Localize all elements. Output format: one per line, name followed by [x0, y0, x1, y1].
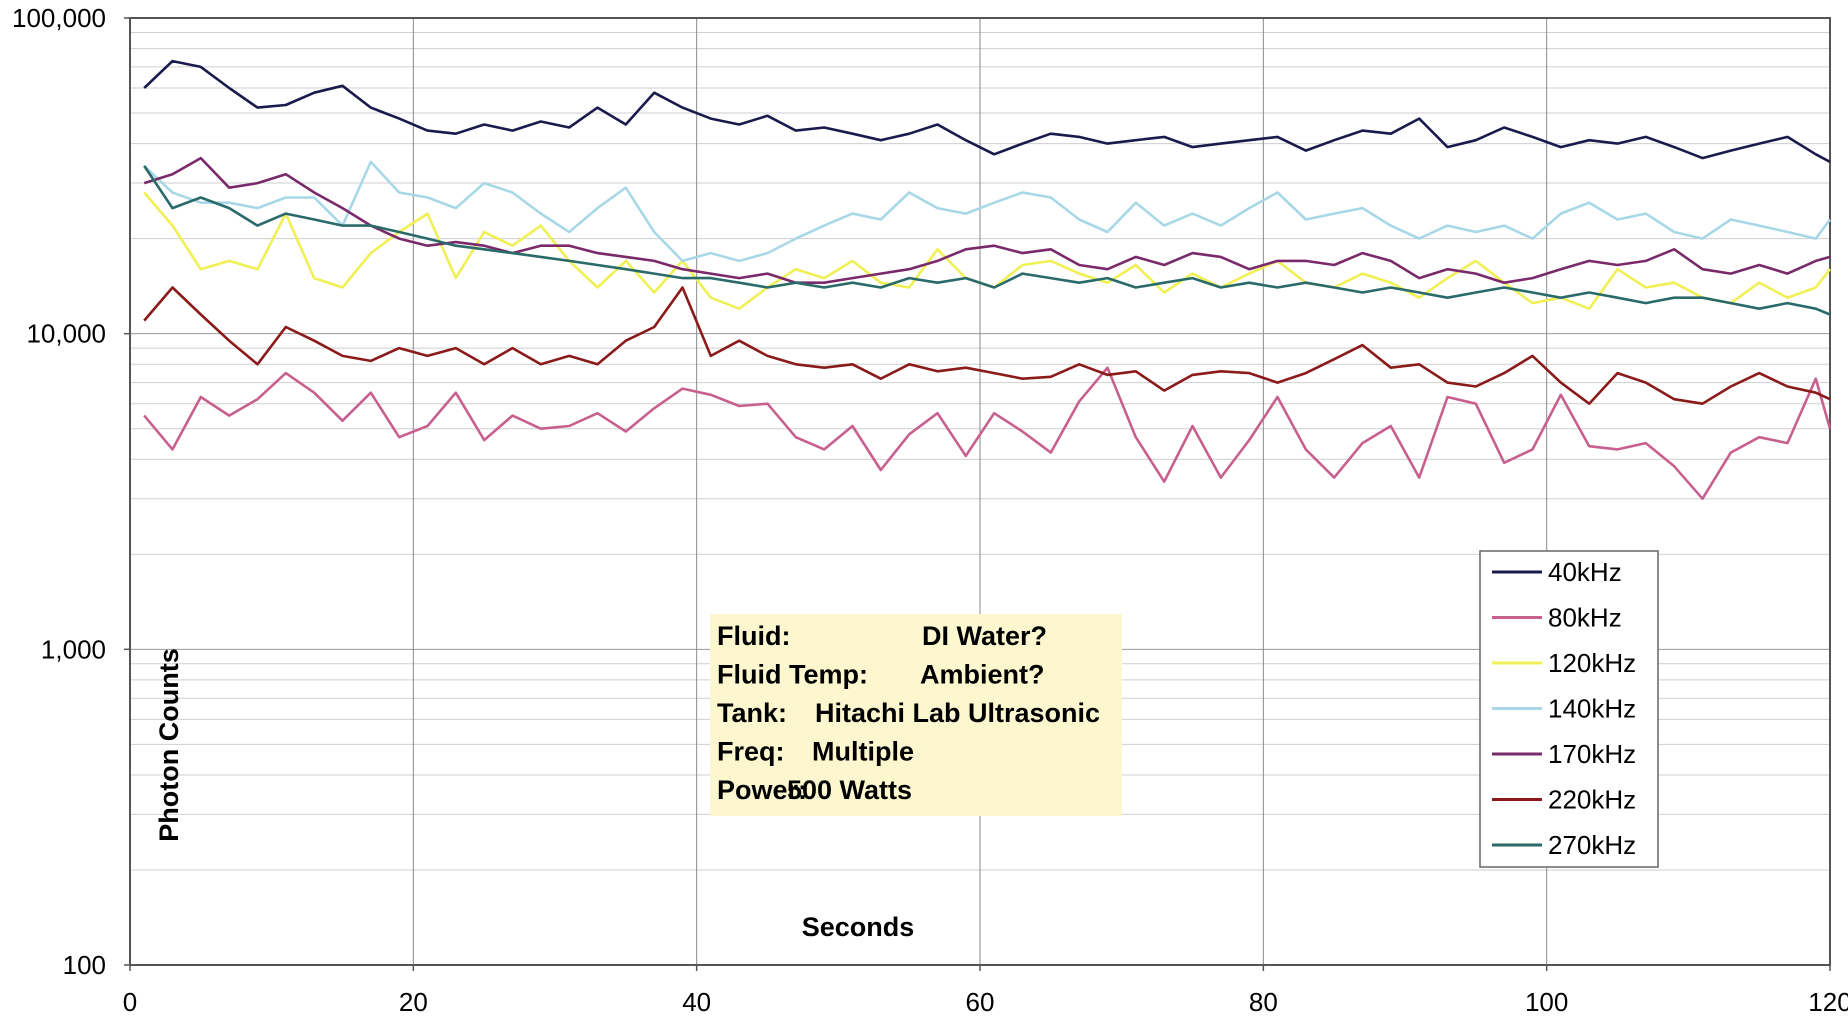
legend-label: 40kHz: [1548, 557, 1622, 587]
series-line-140kHz: [143, 160, 1832, 263]
legend-label: 220kHz: [1548, 785, 1636, 815]
annotation-label: Freq:: [717, 737, 785, 767]
legend-label: 120kHz: [1548, 648, 1636, 678]
annotation-value: Ambient?: [920, 660, 1045, 690]
annotation-lines: Fluid: DI Water? Fluid Temp: Ambient? Tank: H…: [717, 621, 1100, 805]
annotation-value: DI Water?: [922, 621, 1047, 651]
annotation-box: Fluid: DI Water? Fluid Temp: Ambient? Tank: H…: [710, 614, 1122, 816]
legend-label: 80kHz: [1548, 603, 1622, 633]
x-tick-label: 40: [682, 987, 711, 1017]
x-tick-label: 60: [966, 987, 995, 1017]
series-line-270kHz: [143, 165, 1831, 316]
series-line-120kHz: [143, 191, 1832, 311]
annotation-label: Fluid Temp:: [717, 660, 868, 690]
annotation-background: [710, 614, 1122, 816]
x-tick-label: 20: [399, 987, 428, 1017]
grid-lines: [130, 18, 1830, 965]
annotation-value: Hitachi Lab Ultrasonic: [815, 698, 1100, 728]
annotation-value: Multiple: [812, 737, 914, 767]
series-lines: [143, 59, 1832, 501]
x-tick-label: 0: [123, 987, 137, 1017]
legend-label: 170kHz: [1548, 739, 1636, 769]
annotation-label: Power:: [717, 775, 807, 805]
annotation-label: Tank:: [717, 698, 787, 728]
y-axis-title: Photon Counts: [154, 648, 184, 841]
series-line-220kHz: [143, 286, 1831, 406]
annotation-label: Fluid:: [717, 621, 790, 651]
legend-label: 140kHz: [1548, 694, 1636, 724]
y-tick-labels: 100 1,000 10,000 100,000: [12, 3, 130, 980]
legend-items: 40kHz 80kHz 120kHz 140kHz 170kHz 220kHz 270kHz: [1492, 557, 1636, 860]
legend: 40kHz 80kHz 120kHz 140kHz 170kHz 220kHz 270kHz: [1479, 550, 1659, 868]
series-line-170kHz: [143, 156, 1831, 285]
y-tick-label: 1,000: [41, 634, 106, 664]
x-tick-label: 80: [1249, 987, 1278, 1017]
x-tick-label: 100: [1525, 987, 1568, 1017]
x-axis-title: Seconds: [802, 912, 915, 942]
legend-label: 270kHz: [1548, 830, 1636, 860]
x-tick-label: 120: [1808, 987, 1848, 1017]
x-tick-labels: 0 20 40 60 80 100 120: [123, 965, 1848, 1017]
y-tick-label: 100,000: [12, 3, 106, 33]
y-tick-label: 10,000: [26, 319, 106, 349]
series-line-40kHz: [143, 59, 1831, 164]
series-line-80kHz: [143, 366, 1832, 501]
annotation-value: 500 Watts: [787, 775, 912, 805]
y-tick-label: 100: [63, 950, 106, 980]
